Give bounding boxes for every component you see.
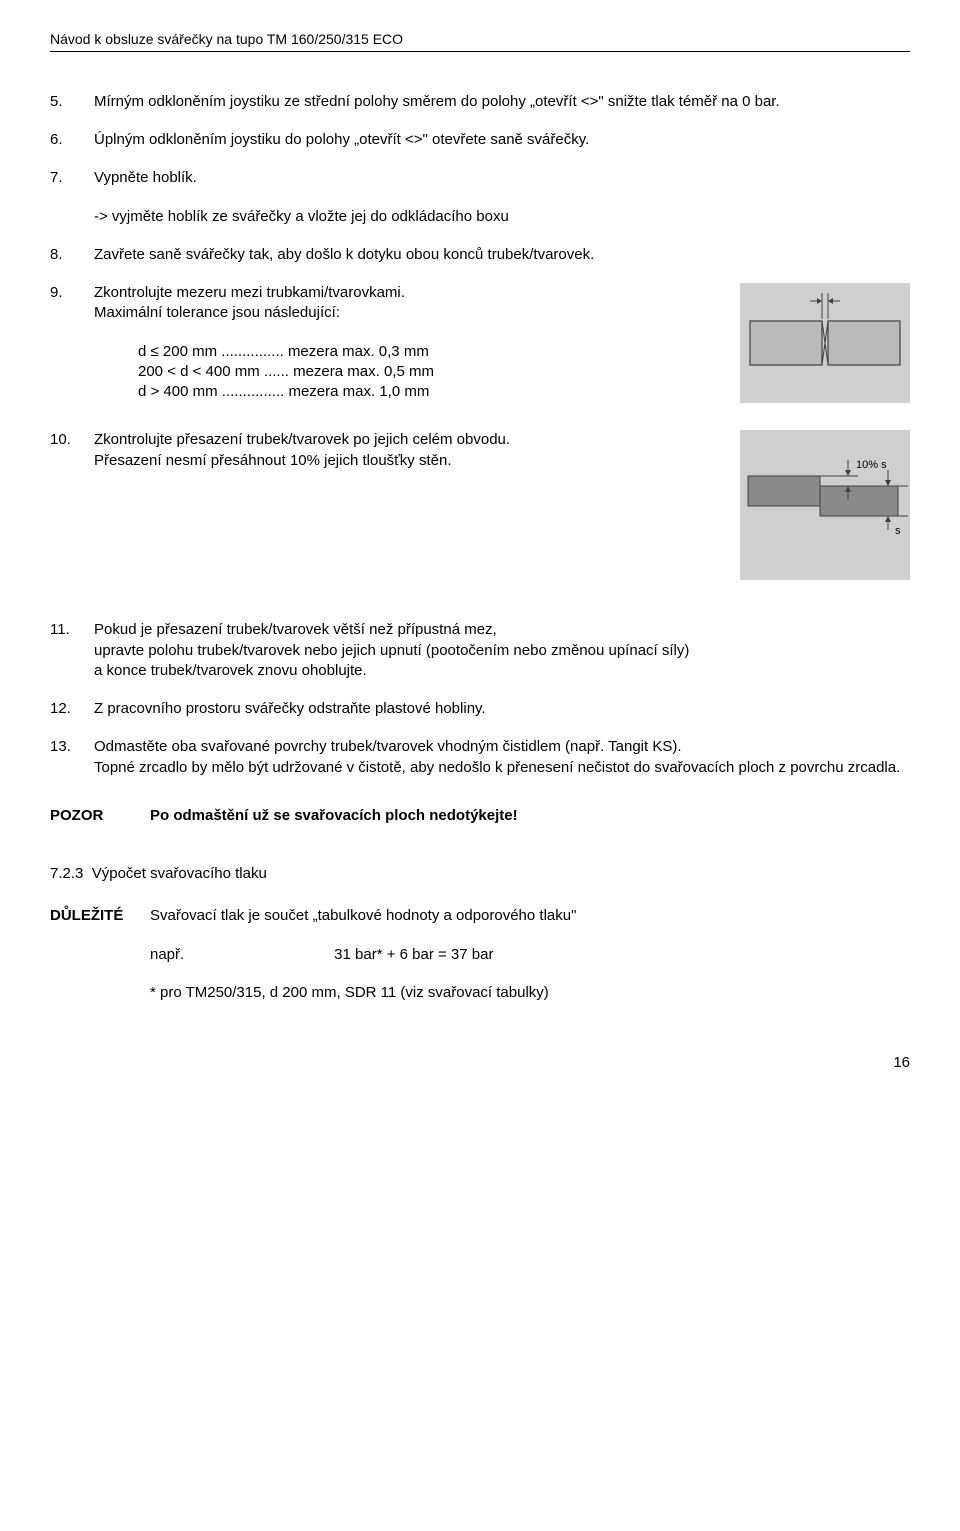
page-header: Návod k obsluze svářečky na tupo TM 160/… [50, 30, 910, 52]
step-num: 13. [50, 737, 94, 778]
step-text: Pokud je přesazení trubek/tvarovek větší… [94, 620, 910, 681]
warning-label: POZOR [50, 806, 150, 826]
important-label: DŮLEŽITÉ [50, 906, 150, 926]
offset-diagram: 10% s s [740, 430, 910, 580]
step-7: 7. Vypněte hoblík. [50, 168, 910, 188]
calc-row: např. 31 bar* + 6 bar = 37 bar [150, 945, 910, 965]
step-text: Zkontrolujte mezeru mezi trubkami/tvarov… [94, 283, 724, 324]
step-11: 11. Pokud je přesazení trubek/tvarovek v… [50, 620, 910, 681]
step-num: 12. [50, 699, 94, 719]
svg-text:10% s: 10% s [856, 459, 887, 471]
step-text: Zavřete saně svářečky tak, aby došlo k d… [94, 245, 910, 265]
calc-label: např. [150, 945, 330, 965]
step-text: Mírným odkloněním joystiku ze střední po… [94, 92, 910, 112]
step-10: 10. Zkontrolujte přesazení trubek/tvarov… [50, 430, 724, 471]
svg-text:s: s [895, 525, 901, 537]
step-num: 11. [50, 620, 94, 681]
step-text: Úplným odkloněním joystiku do polohy „ot… [94, 130, 910, 150]
step-num: 5. [50, 92, 94, 112]
step-text: Vypněte hoblík. [94, 168, 910, 188]
step-text: Odmastěte oba svařované povrchy trubek/t… [94, 737, 910, 778]
tolerance-list: d ≤ 200 mm ............... mezera max. 0… [138, 342, 724, 403]
step-8: 8. Zavřete saně svářečky tak, aby došlo … [50, 245, 910, 265]
step-6: 6. Úplným odkloněním joystiku do polohy … [50, 130, 910, 150]
step-text: Z pracovního prostoru svářečky odstraňte… [94, 699, 910, 719]
footnote: * pro TM250/315, d 200 mm, SDR 11 (viz s… [150, 983, 910, 1003]
step-text: Zkontrolujte přesazení trubek/tvarovek p… [94, 430, 724, 471]
warning-row: POZOR Po odmaštění už se svařovacích plo… [50, 806, 910, 826]
step-num: 6. [50, 130, 94, 150]
step-7-sub: -> vyjměte hoblík ze svářečky a vložte j… [94, 207, 910, 227]
calc-expr: 31 bar* + 6 bar = 37 bar [334, 946, 493, 963]
section-num: 7.2.3 [50, 865, 83, 882]
section-heading: 7.2.3 Výpočet svařovacího tlaku [50, 864, 910, 884]
step-13: 13. Odmastěte oba svařované povrchy trub… [50, 737, 910, 778]
step-12: 12. Z pracovního prostoru svářečky odstr… [50, 699, 910, 719]
step-5: 5. Mírným odkloněním joystiku ze střední… [50, 92, 910, 112]
step-num: 8. [50, 245, 94, 265]
section-title: Výpočet svařovacího tlaku [92, 865, 267, 882]
step-num: 9. [50, 283, 94, 324]
gap-diagram [740, 283, 910, 403]
step-9: 9. Zkontrolujte mezeru mezi trubkami/tva… [50, 283, 724, 324]
page-number: 16 [50, 1053, 910, 1073]
warning-text: Po odmaštění už se svařovacích ploch ned… [150, 806, 910, 826]
important-text: Svařovací tlak je součet „tabulkové hodn… [150, 906, 910, 926]
step-num: 10. [50, 430, 94, 471]
important-row: DŮLEŽITÉ Svařovací tlak je součet „tabul… [50, 906, 910, 926]
step-num: 7. [50, 168, 94, 188]
